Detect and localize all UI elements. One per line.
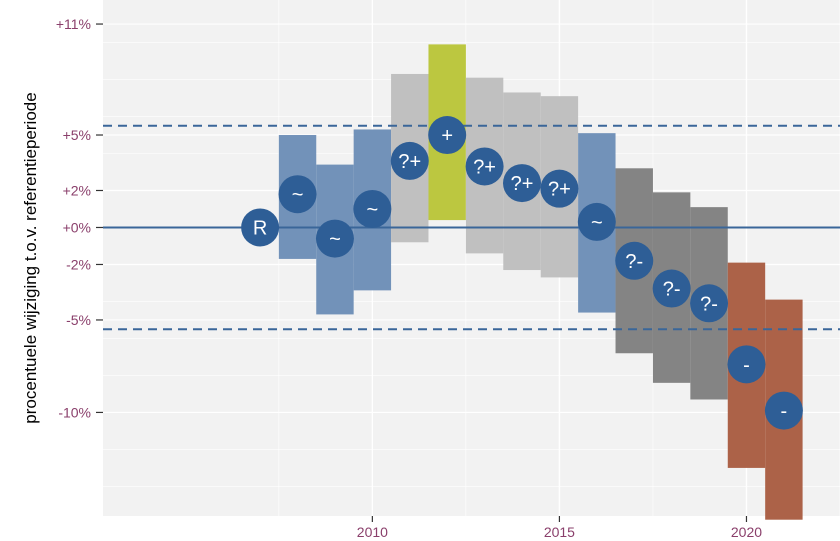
- x-tick-label: 2015: [544, 524, 575, 540]
- estimate-point-2011: ?+: [390, 141, 429, 180]
- point-class-label: ~: [591, 212, 603, 234]
- estimate-point-2017: ?-: [615, 241, 654, 280]
- point-marker: [540, 169, 579, 208]
- point-marker: [390, 141, 429, 180]
- estimate-point-2012: +: [428, 116, 467, 155]
- estimate-point-2010: ~: [353, 189, 392, 228]
- point-marker: [428, 116, 467, 155]
- y-axis: +11% +5% +2% +0% -2% -5% -10%: [56, 16, 103, 420]
- point-class-label: +: [441, 125, 453, 147]
- estimate-point-2015: ?+: [540, 169, 579, 208]
- point-marker: [764, 391, 803, 430]
- estimate-point-2020: -: [727, 345, 766, 384]
- estimate-point-2008: ~: [278, 175, 317, 214]
- y-axis-label: procentuele wijziging t.o.v. referentiep…: [21, 92, 40, 423]
- x-axis: 2010 2015 2020: [357, 516, 762, 540]
- point-marker: [315, 219, 354, 258]
- point-class-label: ?+: [548, 179, 571, 201]
- estimate-point-2014: ?+: [503, 164, 542, 203]
- estimate-point-2013: ?+: [465, 147, 504, 186]
- estimate-point-2007: R: [241, 208, 280, 247]
- point-class-label: ?+: [473, 156, 496, 178]
- point-class-label: -: [743, 354, 750, 376]
- y-tick-label: +2%: [63, 182, 91, 198]
- point-class-label: R: [253, 217, 267, 239]
- estimate-point-2009: ~: [315, 219, 354, 258]
- point-class-label: ?+: [398, 151, 421, 173]
- point-marker: [278, 175, 317, 214]
- estimate-points: R ~ ~ ~ ?+ + ?+ ?+ ?+ ~ ?- ?- ?- - -: [241, 116, 803, 430]
- point-class-label: ?-: [625, 251, 643, 273]
- point-marker: [577, 202, 616, 241]
- point-marker: [652, 269, 691, 308]
- y-tick-label: -2%: [66, 256, 91, 272]
- point-marker: [465, 147, 504, 186]
- point-class-label: ~: [292, 184, 304, 206]
- estimate-point-2016: ~: [577, 202, 616, 241]
- point-marker: [241, 208, 280, 247]
- point-class-label: -: [781, 401, 788, 423]
- y-tick-label: +0%: [63, 219, 91, 235]
- y-tick-label: -5%: [66, 312, 91, 328]
- y-tick-label: +5%: [63, 127, 91, 143]
- point-marker: [503, 164, 542, 203]
- y-tick-label: +11%: [56, 16, 91, 32]
- point-class-label: ~: [367, 199, 379, 221]
- point-marker: [727, 345, 766, 384]
- estimate-point-2021: -: [764, 391, 803, 430]
- point-marker: [615, 241, 654, 280]
- estimate-point-2018: ?-: [652, 269, 691, 308]
- reference-lines: [103, 124, 840, 331]
- point-marker: [353, 189, 392, 228]
- point-class-label: ~: [329, 229, 341, 251]
- y-tick-label: -10%: [58, 404, 91, 420]
- x-tick-label: 2020: [731, 524, 762, 540]
- point-marker: [690, 284, 729, 323]
- point-class-label: ?-: [663, 279, 681, 301]
- point-class-label: ?-: [700, 293, 718, 315]
- estimate-point-2019: ?-: [690, 284, 729, 323]
- point-class-label: ?+: [511, 173, 534, 195]
- x-tick-label: 2010: [357, 524, 388, 540]
